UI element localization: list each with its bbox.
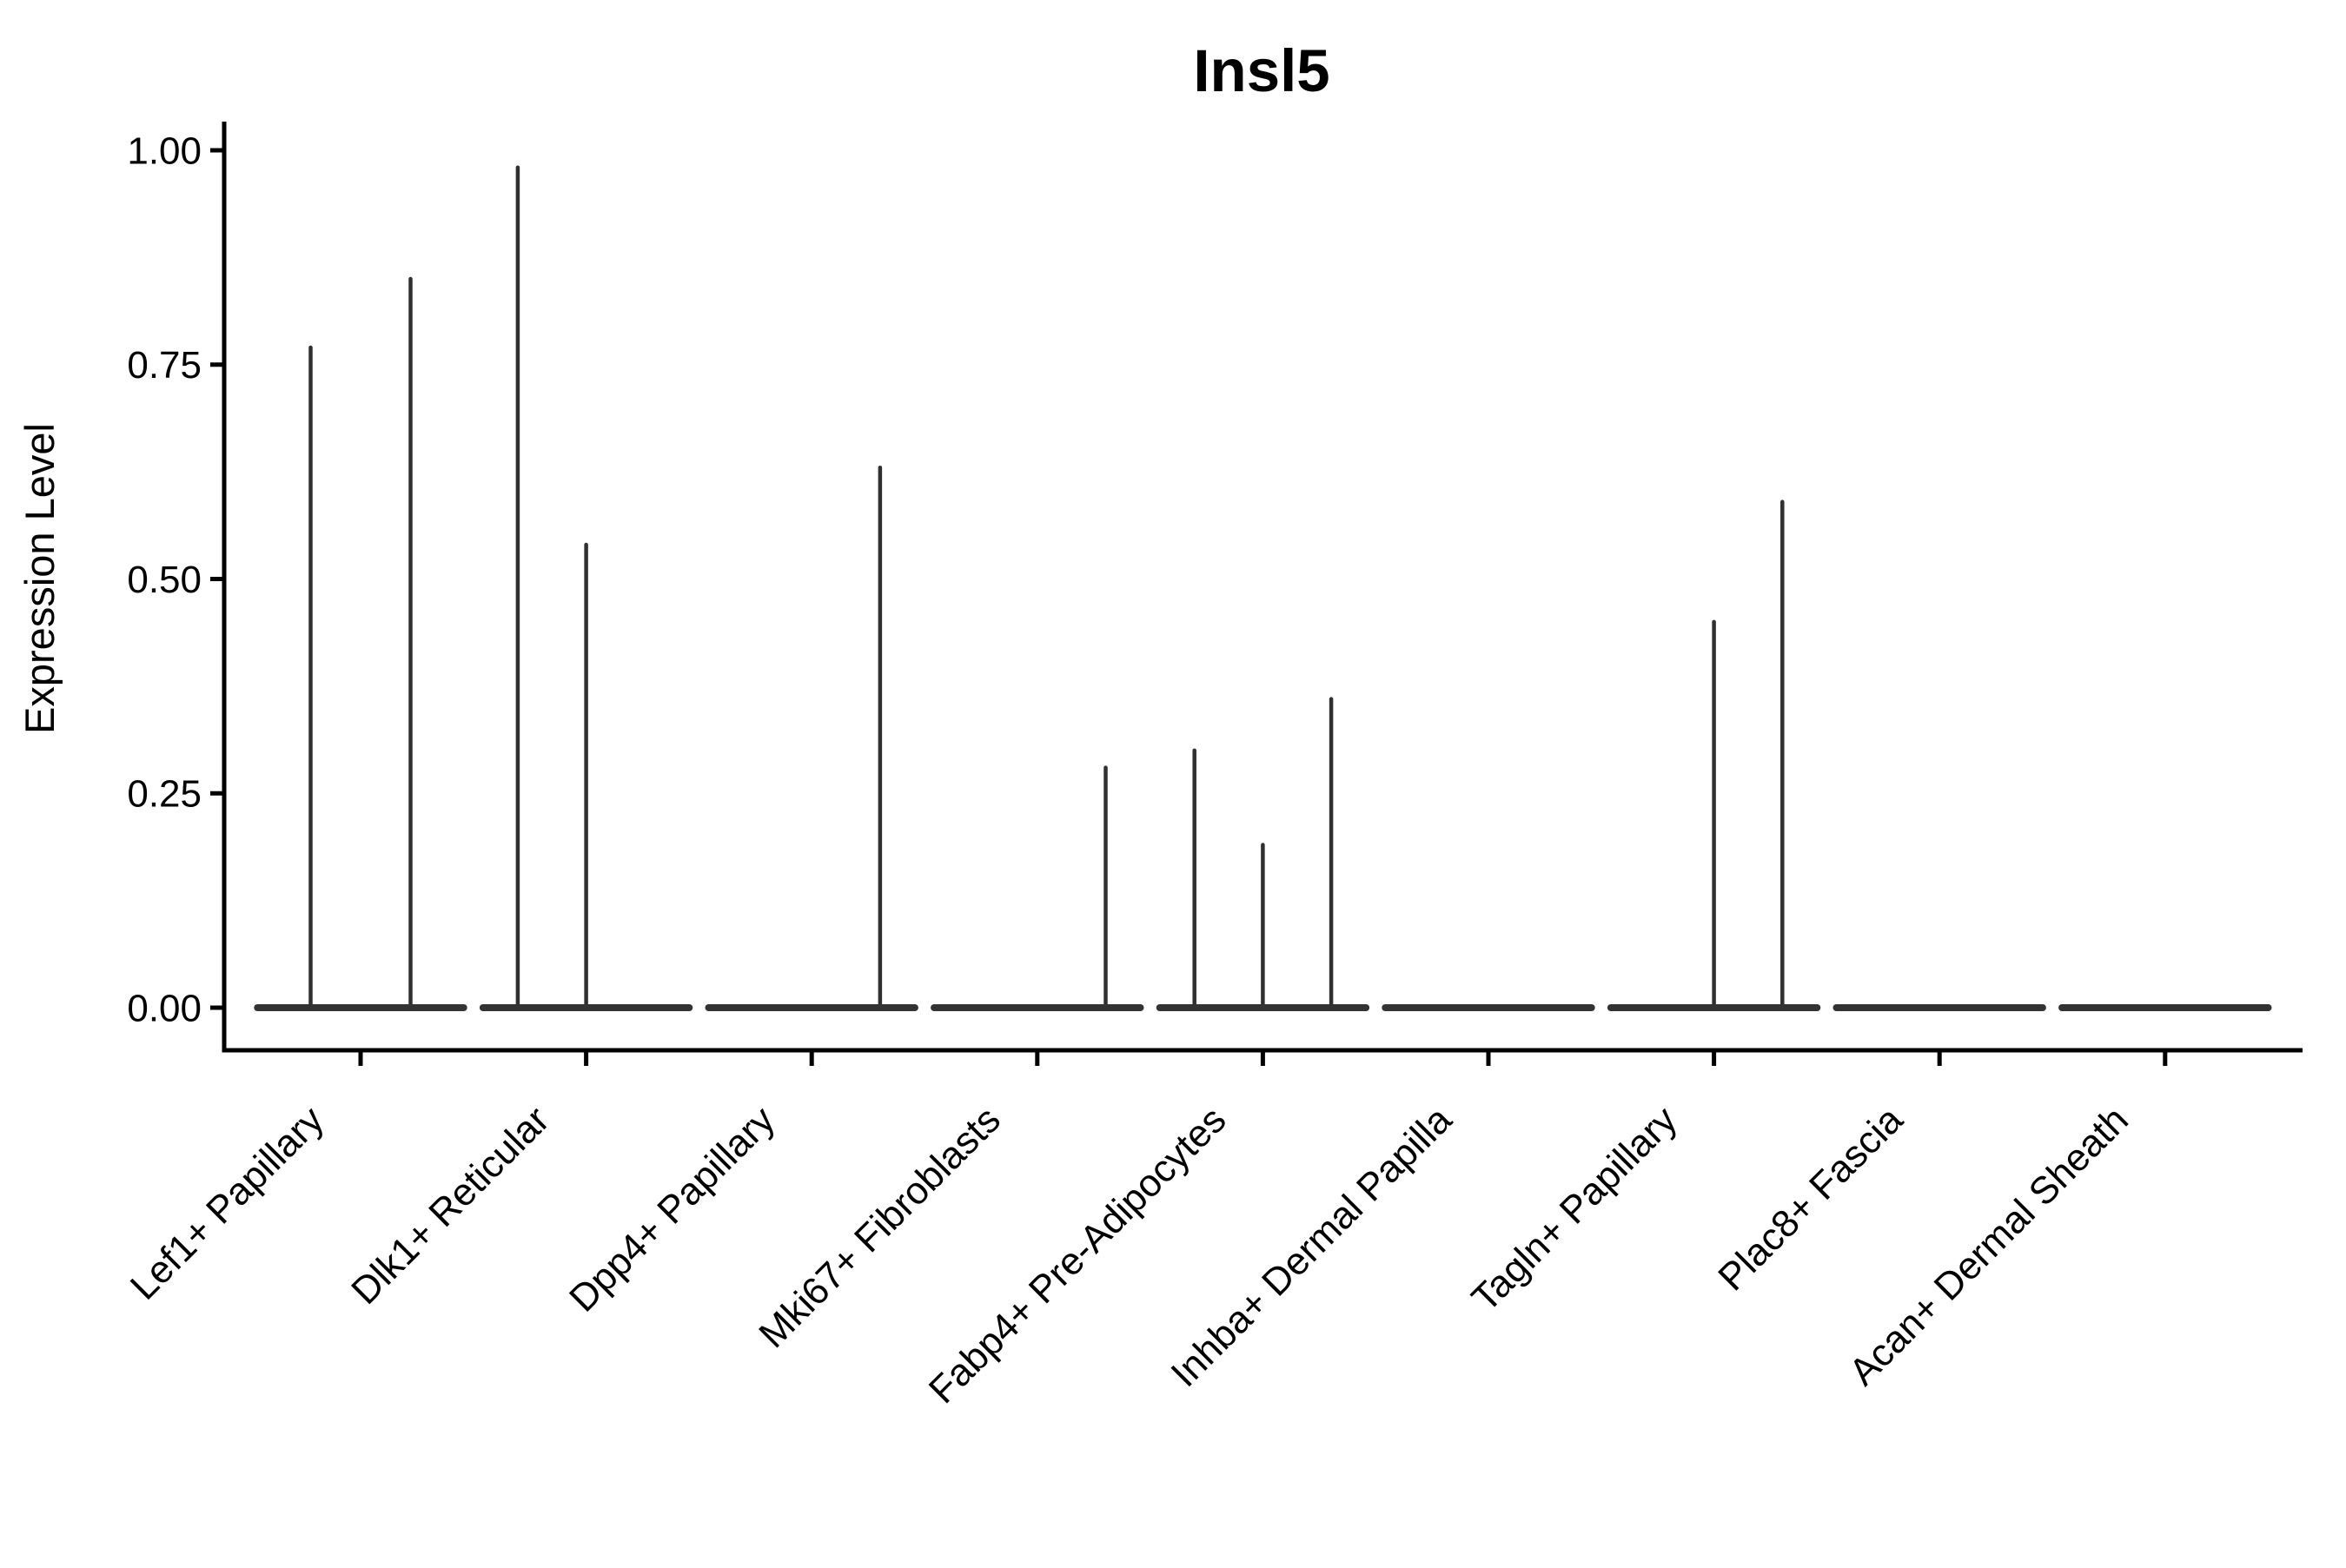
y-axis-label: Expression Level <box>17 423 63 734</box>
y-tick-label: 0.00 <box>127 987 202 1029</box>
y-tick-label: 0.25 <box>127 773 202 816</box>
x-tick-label: Lef1+ Papillary <box>123 1098 332 1307</box>
axes <box>210 122 2303 1066</box>
y-tick-label: 0.75 <box>127 344 202 387</box>
x-tick-label: Dpp4+ Papillary <box>561 1098 783 1320</box>
x-tick-labels: Lef1+ Papillary Dlk1+ Reticular Dpp4+ Papi… <box>123 1098 2137 1412</box>
y-tick-labels: 1.00 0.75 0.50 0.25 0.00 <box>127 129 202 1029</box>
plot-title: Insl5 <box>1193 37 1329 104</box>
y-tick-label: 0.50 <box>127 559 202 601</box>
x-tick-label: Plac8+ Fascia <box>1710 1098 1911 1299</box>
x-tick-label: Dlk1+ Reticular <box>343 1098 557 1312</box>
x-tick-label: Mki67+ Fibroblasts <box>751 1098 1009 1356</box>
violins <box>254 165 2272 1011</box>
x-tick-label: Tagln+ Papillary <box>1464 1098 1686 1320</box>
y-tick-label: 1.00 <box>127 129 202 172</box>
